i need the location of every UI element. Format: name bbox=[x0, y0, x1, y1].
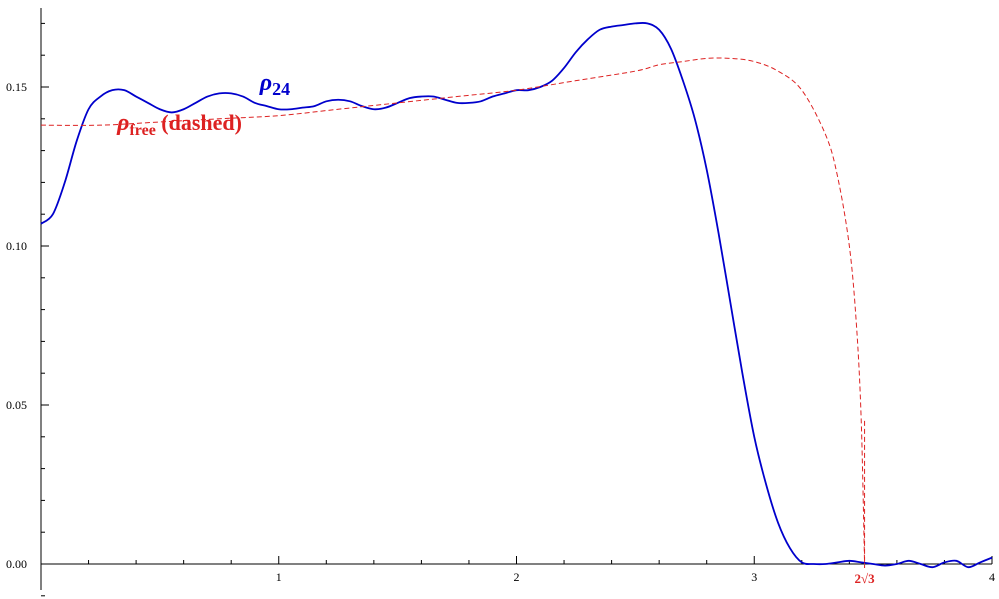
series-line-solid bbox=[40, 21, 993, 569]
y-tick-label: 0.10 bbox=[6, 239, 27, 253]
annotation-rho-free: ρfree (dashed) bbox=[116, 110, 242, 139]
x-tick-label: 4 bbox=[989, 570, 995, 584]
x-tick-label: 2 bbox=[514, 570, 520, 584]
annotation-rho-24: ρ24 bbox=[259, 70, 290, 99]
series-line-dashed bbox=[40, 57, 866, 565]
axes bbox=[40, 8, 993, 597]
x-tick-label: 3 bbox=[751, 570, 757, 584]
y-tick-label: 0.15 bbox=[6, 80, 27, 94]
y-tick-label: 0.05 bbox=[6, 398, 27, 412]
series-layer bbox=[40, 21, 993, 569]
y-tick-label: 0.00 bbox=[6, 557, 27, 571]
x-tick-label: 1 bbox=[276, 570, 282, 584]
vertical-marker-label: 2√3 bbox=[854, 571, 875, 586]
labels-layer: 1 2 3 4 0.00 0.05 0.10 0.15 2√3 ρ24 ρfree (dashed) bbox=[6, 70, 995, 586]
